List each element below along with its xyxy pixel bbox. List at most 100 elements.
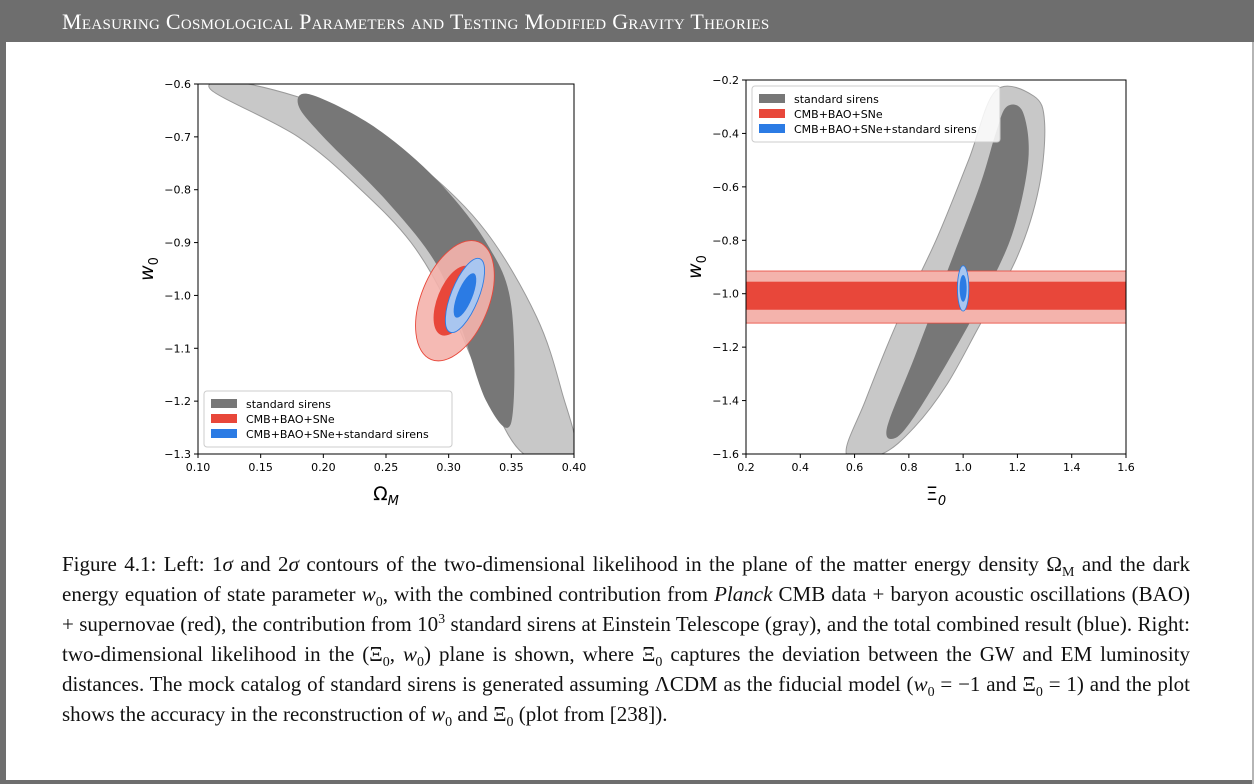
caption-subscript: 0 xyxy=(382,655,390,671)
x-tick-label: 0.35 xyxy=(499,461,524,474)
y-tick-label: −0.8 xyxy=(164,184,191,197)
y-tick-label: −1.2 xyxy=(712,341,739,354)
legend-swatch xyxy=(211,414,237,423)
caption-symbol: w xyxy=(403,642,418,666)
legend-label: CMB+BAO+SNe xyxy=(246,413,335,426)
y-tick-label: −0.2 xyxy=(712,74,739,87)
caption-symbol: Ξ xyxy=(369,642,383,666)
y-tick-label: −1.1 xyxy=(164,342,191,355)
legend-label: standard sirens xyxy=(246,398,331,411)
section-title: Measuring Cosmological Parameters and Te… xyxy=(62,9,770,34)
y-tick-label: −0.6 xyxy=(712,181,739,194)
caption-symbol: Ω xyxy=(1046,552,1062,576)
figure-caption: Figure 4.1: Left: 1σ and 2σ contours of … xyxy=(62,549,1191,731)
caption-emphasis: Planck xyxy=(714,582,773,606)
y-tick-label: −1.2 xyxy=(164,395,191,408)
x-tick-label: 0.30 xyxy=(436,461,461,474)
left-plot-svg: 0.10 0.15 0.20 0.25 0.30 0.35 0.40 −0.6 −0.7 −0.8… xyxy=(136,78,587,509)
y-axis-label-subscript: 0 xyxy=(695,255,710,263)
caption-symbol: Ξ xyxy=(641,642,656,666)
cmb-bao-sne-1sigma-band xyxy=(746,281,1126,310)
caption-text: and the dark energy equation of state pa… xyxy=(62,552,1190,606)
caption-text: , with the combined contribution from xyxy=(382,582,715,606)
caption-text: contours of the two-dimensional likeliho… xyxy=(298,552,1047,576)
y-axis-label-subscript: 0 xyxy=(147,257,162,265)
x-tick-label: 1.2 xyxy=(1009,461,1027,474)
caption-subscript: 0 xyxy=(927,685,935,701)
x-tick-label: 0.8 xyxy=(900,461,918,474)
legend-label: CMB+BAO+SNe xyxy=(794,108,883,121)
caption-text: = 1) and the plot shows the accuracy in … xyxy=(62,672,1190,726)
caption-superscript: 3 xyxy=(438,612,446,627)
x-axis-label-subscript: 0 xyxy=(938,494,946,509)
legend-swatch xyxy=(211,399,237,408)
legend: standard sirens CMB+BAO+SNe CMB+BAO+SNe+st… xyxy=(203,390,453,448)
caption-symbol: ΛCDM xyxy=(654,672,718,696)
legend-box xyxy=(203,390,453,448)
caption-symbol: w xyxy=(431,702,446,726)
caption-subscript: 0 xyxy=(506,715,514,731)
x-tick-label: 0.4 xyxy=(792,461,810,474)
combined-1sigma-ellipse xyxy=(959,275,967,302)
left-contour-plot: 0.10 0.15 0.20 0.25 0.30 0.35 0.40 −0.6 −0.7 −0.8… xyxy=(128,64,594,514)
caption-text: CMB data + baryon acoustic oscillations … xyxy=(62,582,1191,636)
caption-text: and 2 xyxy=(232,552,289,576)
legend-label: standard sirens xyxy=(794,93,879,106)
y-tick-label: −1.3 xyxy=(164,448,191,461)
caption-subscript: 0 xyxy=(445,715,453,731)
x-axis-label-subscript: M xyxy=(388,494,399,509)
caption-text: captures the deviation between the GW an… xyxy=(62,642,1190,696)
axes-frame xyxy=(745,79,1127,455)
y-tick-label: −1.6 xyxy=(712,448,739,461)
x-axis-label: Ξ0 xyxy=(926,483,946,509)
x-tick-label: 1.4 xyxy=(1063,461,1081,474)
section-header: Measuring Cosmological Parameters and Te… xyxy=(0,0,1254,42)
frame-right-edge xyxy=(1252,42,1254,784)
y-tick-label: −0.6 xyxy=(164,78,191,91)
legend-label: CMB+BAO+SNe+standard sirens xyxy=(794,123,977,136)
caption-symbol: σ xyxy=(222,552,233,576)
caption-text: as the fiducial model ( xyxy=(717,672,914,696)
x-tick-label: 0.20 xyxy=(311,461,336,474)
y-tick-label: −0.7 xyxy=(164,131,191,144)
caption-text: and xyxy=(452,702,493,726)
x-tick-label: 0.15 xyxy=(248,461,273,474)
right-plot-svg: 0.2 0.4 0.6 0.8 1.0 1.2 1.4 1.6 −0.2 −0.4 −0.6 −0.8… xyxy=(684,74,1135,509)
caption-text: ) plane is shown, where xyxy=(424,642,642,666)
caption-text: (plot from [238]). xyxy=(513,702,668,726)
caption-text: = −1 and xyxy=(934,672,1023,696)
x-tick-label: 1.6 xyxy=(1117,461,1135,474)
legend-swatch xyxy=(759,94,785,103)
caption-subscript: M xyxy=(1061,565,1075,581)
legend-swatch xyxy=(759,124,785,133)
y-tick-label: −1.0 xyxy=(164,289,191,302)
x-tick-label: 0.6 xyxy=(846,461,864,474)
caption-symbol: σ xyxy=(288,552,299,576)
x-tick-label: 0.25 xyxy=(374,461,399,474)
y-axis-label-main: w xyxy=(136,265,158,281)
caption-subscript: 0 xyxy=(417,655,425,671)
x-tick-label: 0.2 xyxy=(737,461,755,474)
caption-text: , xyxy=(389,642,404,666)
caption-symbol: w xyxy=(913,672,928,696)
y-tick-label: −1.4 xyxy=(712,395,739,408)
x-tick-label: 1.0 xyxy=(954,461,972,474)
right-contour-plot: 0.2 0.4 0.6 0.8 1.0 1.2 1.4 1.6 −0.2 −0.4 −0.6 −0.8… xyxy=(676,64,1152,514)
plot-area xyxy=(208,84,574,454)
legend-label: CMB+BAO+SNe+standard sirens xyxy=(246,428,429,441)
y-tick-label: −0.4 xyxy=(712,127,739,140)
x-axis-label: ΩM xyxy=(373,483,399,509)
plot-area xyxy=(746,85,1126,454)
figure-frame xyxy=(0,42,1254,784)
caption-subscript: 0 xyxy=(1035,685,1043,701)
y-axis-label: w0 xyxy=(684,255,710,279)
legend: standard sirens CMB+BAO+SNe CMB+BAO+SNe+st… xyxy=(751,85,1001,143)
legend-box xyxy=(751,85,1001,143)
y-tick-label: −1.0 xyxy=(712,288,739,301)
x-tick-label: 0.40 xyxy=(562,461,587,474)
caption-text: standard sirens at Einstein Telescope (g… xyxy=(62,612,1190,666)
caption-subscript: 0 xyxy=(375,595,383,611)
caption-symbol: Ξ xyxy=(1022,672,1036,696)
y-tick-label: −0.9 xyxy=(164,237,191,250)
